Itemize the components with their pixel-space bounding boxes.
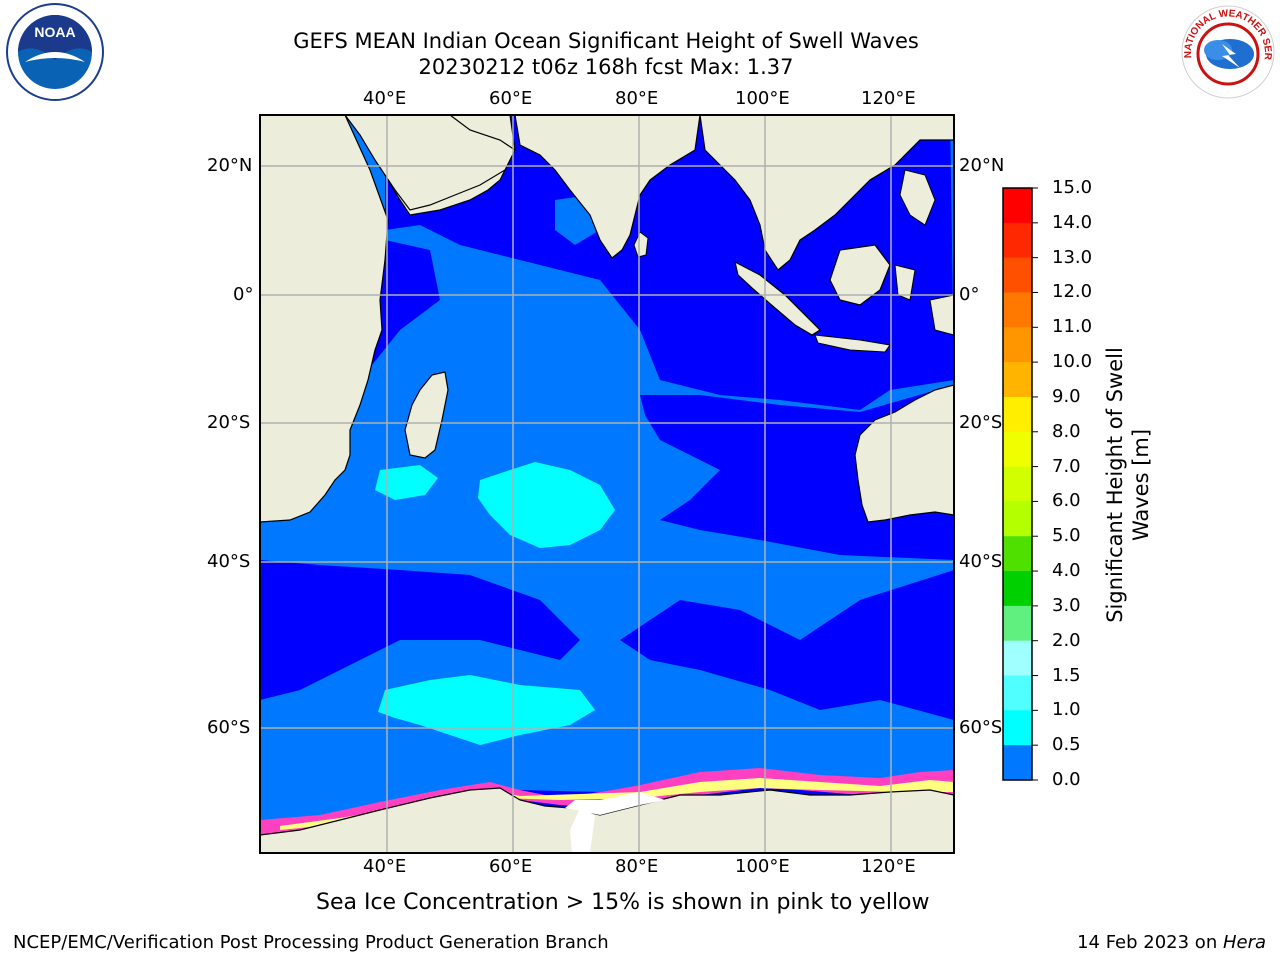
colorbar-band — [1003, 571, 1032, 607]
colorbar-label: 2.0 — [1052, 629, 1081, 651]
lon-tick-top-120e: 120°E — [861, 88, 916, 109]
lat-tick-right-60s: 60°S — [959, 717, 1003, 738]
lat-tick-left-0: 0° — [233, 284, 254, 305]
colorbar-label: 12.0 — [1052, 281, 1093, 303]
colorbar-band — [1003, 466, 1032, 502]
colorbar-band — [1003, 605, 1032, 642]
noaa-logo-text: NOAA — [34, 24, 75, 40]
land-srilanka — [633, 231, 649, 258]
colorbar-title-line2: Waves [m] — [1129, 429, 1153, 541]
footer-credit: NCEP/EMC/Verification Post Processing Pr… — [13, 932, 609, 953]
colorbar-band — [1003, 745, 1032, 781]
colorbar-label: 6.0 — [1052, 490, 1081, 512]
colorbar-band — [1003, 396, 1032, 433]
graticule — [260, 115, 954, 853]
colorbar-label: 9.0 — [1052, 385, 1081, 407]
lon-tick-bottom-40e: 40°E — [363, 856, 407, 877]
nws-logo: NATIONAL WEATHER SERVICE — [1178, 2, 1275, 99]
land-india — [514, 115, 701, 259]
colorbar-title: Significant Height of Swell Waves [m] — [1103, 347, 1153, 623]
land-borneo — [829, 244, 891, 306]
lon-tick-top-100e: 100°E — [735, 88, 790, 109]
chart-title: GEFS MEAN Indian Ocean Significant Heigh… — [293, 29, 919, 53]
lat-tick-right-20s: 20°S — [959, 412, 1003, 433]
colorbar — [1003, 187, 1038, 781]
lat-tick-right-0: 0° — [959, 284, 980, 305]
colorbar-label: 1.5 — [1052, 664, 1081, 686]
colorbar-band — [1003, 501, 1032, 537]
swell-low-southwest — [260, 560, 580, 700]
land-sumatra — [734, 260, 821, 336]
swell-high-patch-2 — [375, 465, 438, 500]
colorbar-label: 7.0 — [1052, 455, 1081, 477]
colorbar-label: 0.0 — [1052, 769, 1081, 790]
land-new-guinea — [929, 294, 954, 336]
colorbar-label: 3.0 — [1052, 594, 1081, 616]
swell-low-southeast — [620, 570, 954, 720]
lon-tick-bottom-80e: 80°E — [615, 856, 659, 877]
colorbar-label: 0.5 — [1052, 734, 1081, 756]
colorbar-label: 10.0 — [1052, 351, 1093, 373]
colorbar-label: 1.0 — [1052, 699, 1081, 721]
lon-tick-bottom-60e: 60°E — [489, 856, 533, 877]
colorbar-band — [1003, 257, 1032, 293]
footer-date: 14 Feb 2023 on Hera — [1077, 932, 1266, 953]
colorbar-band — [1003, 536, 1032, 572]
land-sulawesi — [894, 264, 916, 301]
noaa-logo: NOAA — [6, 3, 104, 101]
colorbar-label: 4.0 — [1052, 560, 1081, 582]
lat-tick-left-40s: 40°S — [207, 551, 251, 572]
colorbar-label: 14.0 — [1052, 211, 1093, 233]
colorbar-band — [1003, 188, 1032, 224]
colorbar-label: 5.0 — [1052, 525, 1081, 547]
lon-tick-top-80e: 80°E — [615, 88, 659, 109]
colorbar-band — [1003, 222, 1032, 259]
footer-host: Hera — [1222, 932, 1266, 953]
lon-tick-top-60e: 60°E — [489, 88, 533, 109]
sea-ice-caption: Sea Ice Concentration > 15% is shown in … — [316, 890, 930, 915]
lat-tick-left-20s: 20°S — [207, 412, 251, 433]
lat-tick-left-20n: 20°N — [207, 155, 253, 176]
colorbar-label: 13.0 — [1052, 246, 1093, 268]
lon-tick-bottom-100e: 100°E — [735, 856, 790, 877]
antarctic-ice-white — [570, 808, 595, 853]
colorbar-label: 15.0 — [1052, 177, 1093, 198]
land-madagascar — [404, 371, 449, 459]
colorbar-band — [1003, 431, 1032, 468]
land-java — [814, 334, 891, 353]
colorbar-band — [1003, 675, 1032, 711]
colorbar-frame — [1002, 187, 1033, 781]
footer-date-text: 14 Feb 2023 on — [1077, 932, 1223, 953]
antarctic-shelf-white — [565, 792, 665, 815]
colorbar-label: 11.0 — [1052, 316, 1093, 338]
land-philippines — [899, 169, 936, 226]
colorbar-title-line1: Significant Height of Swell — [1103, 347, 1127, 623]
chart-subtitle: 20230212 t06z 168h fcst Max: 1.37 — [418, 55, 794, 79]
colorbar-band — [1003, 292, 1032, 328]
colorbar-band — [1003, 710, 1032, 746]
colorbar-band — [1003, 327, 1032, 363]
lon-tick-bottom-120e: 120°E — [861, 856, 916, 877]
lat-tick-right-20n: 20°N — [959, 155, 1005, 176]
lat-tick-right-40s: 40°S — [959, 551, 1003, 572]
colorbar-band — [1003, 362, 1032, 398]
map-frame — [259, 114, 955, 854]
land-australia — [854, 384, 954, 523]
lat-tick-left-60s: 60°S — [207, 717, 251, 738]
colorbar-label: 8.0 — [1052, 420, 1081, 442]
colorbar-band — [1003, 640, 1032, 677]
lon-tick-top-40e: 40°E — [363, 88, 407, 109]
